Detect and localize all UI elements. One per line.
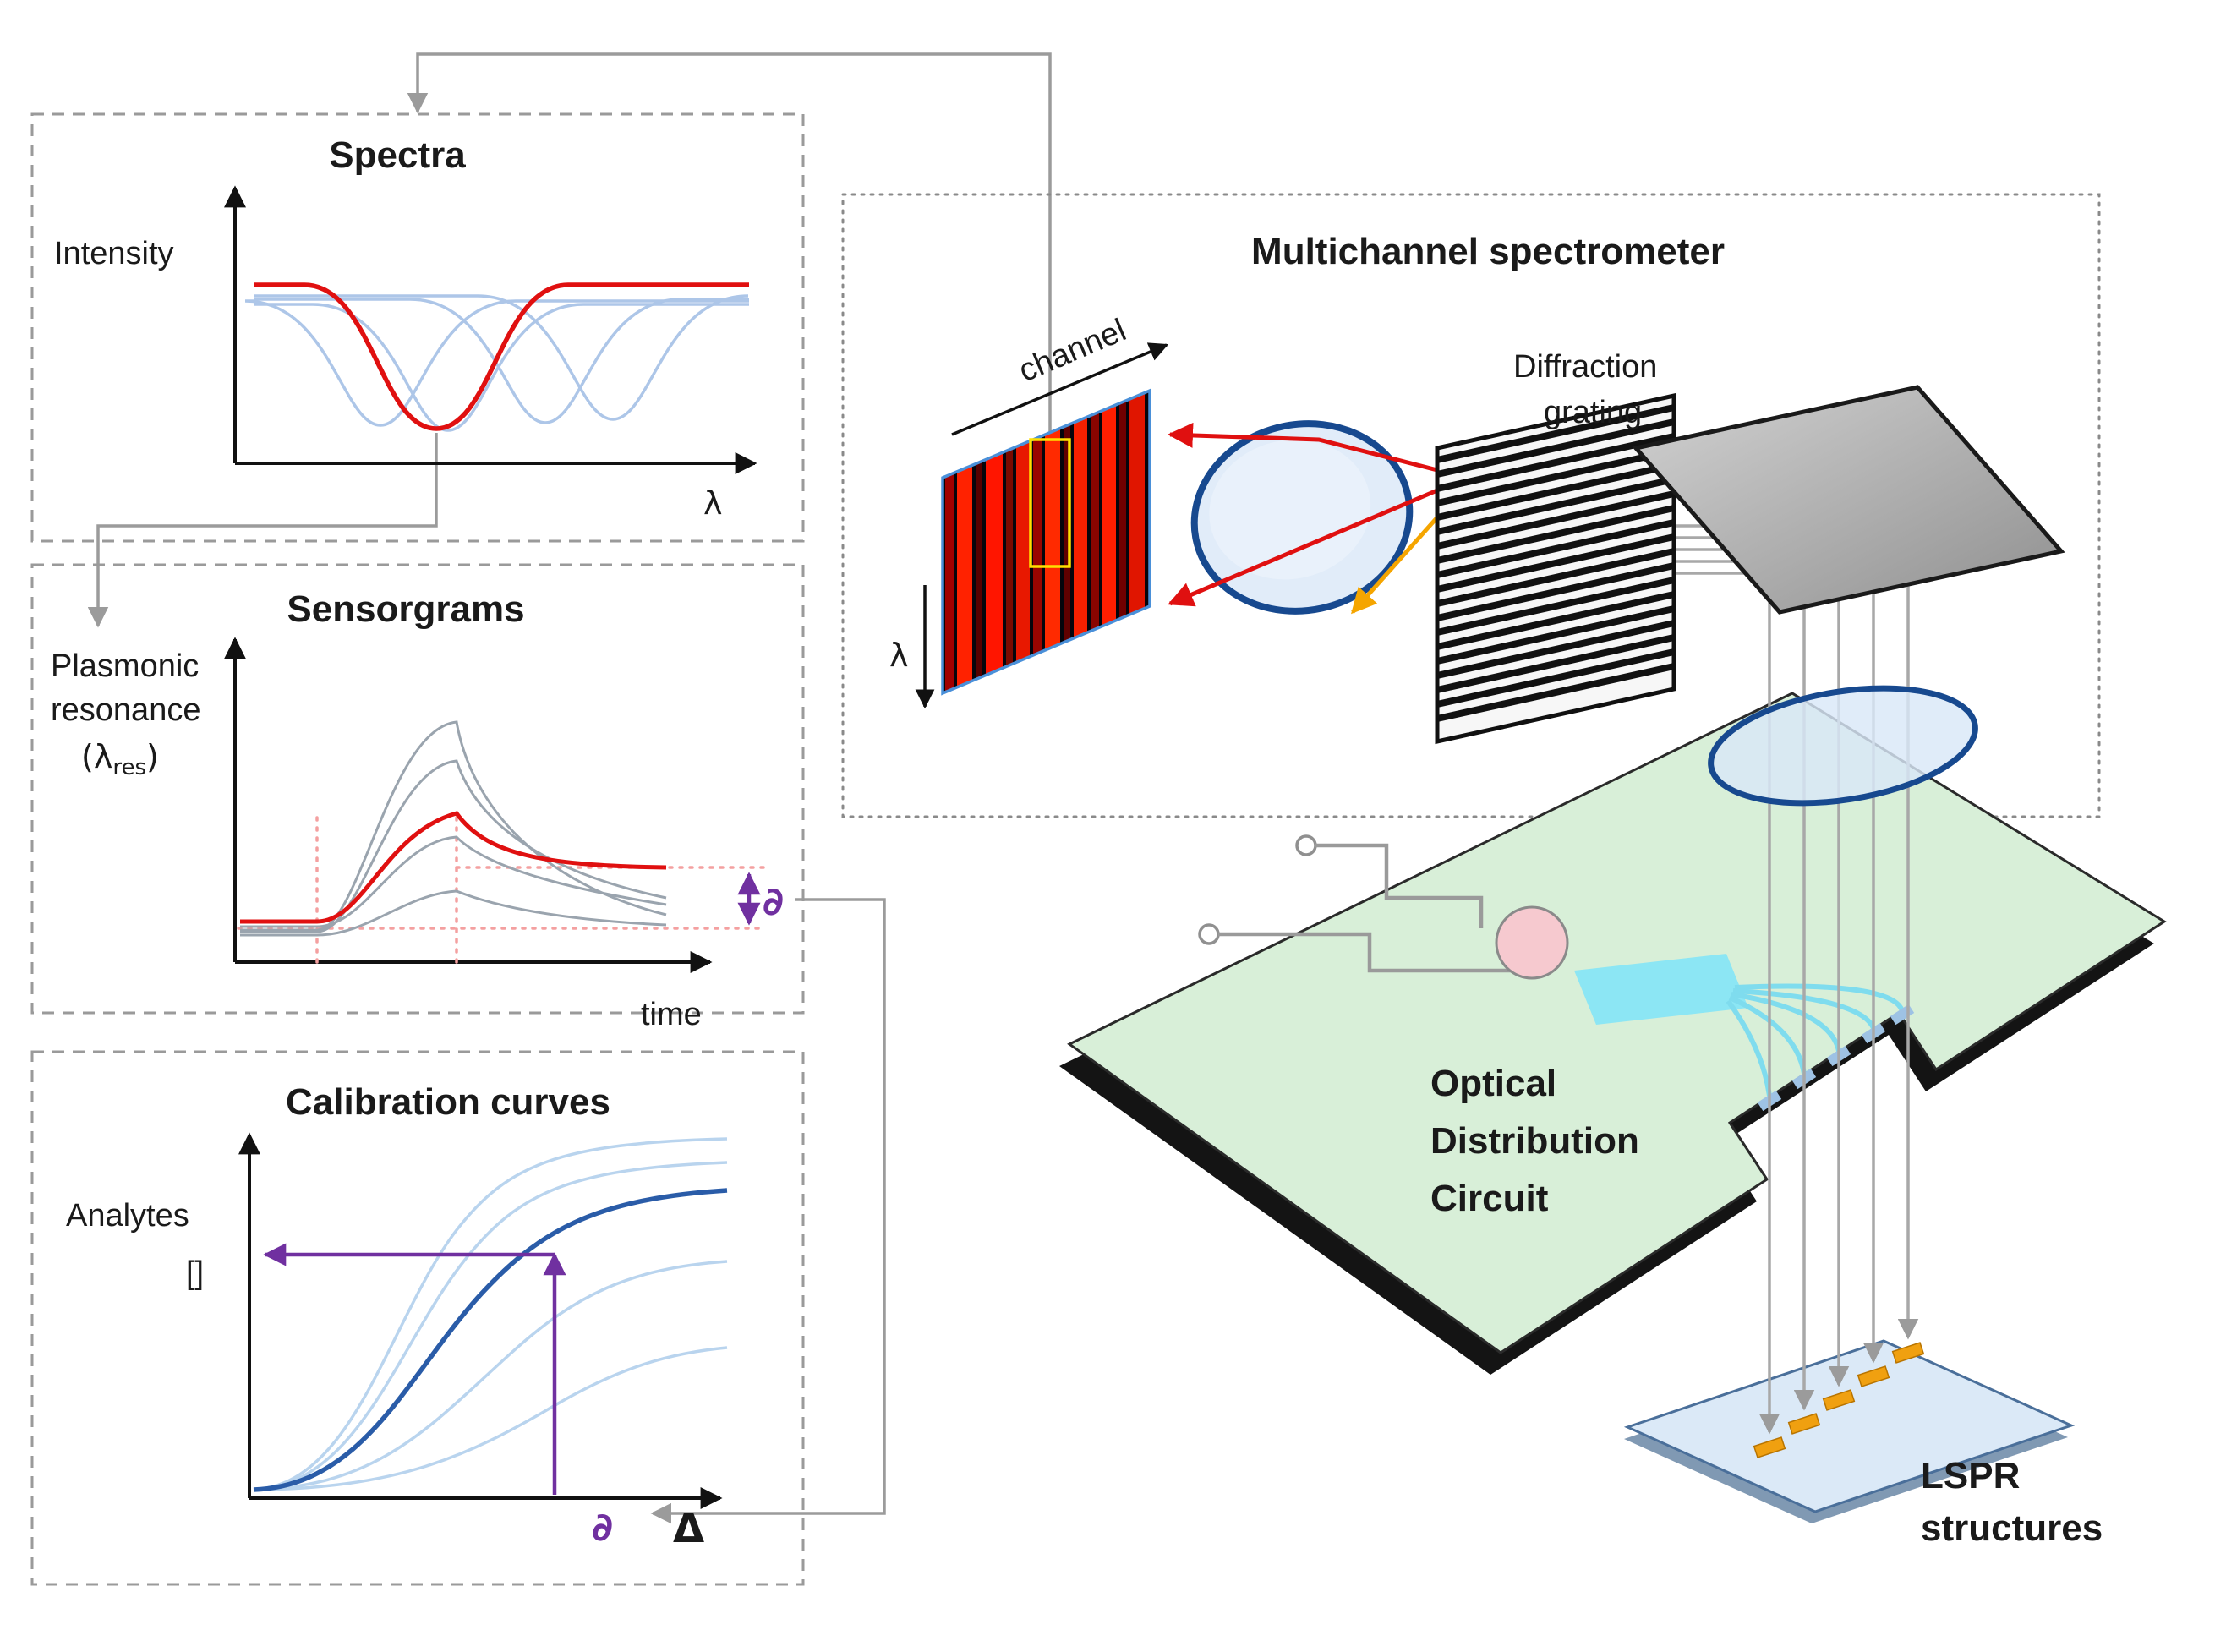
calibration-shift-symbol: ∂ [592, 1504, 613, 1550]
calibration-title: Calibration curves [286, 1081, 610, 1123]
ccd-wavelength-label: λ [889, 637, 909, 674]
lambda-res-sub: res [112, 755, 146, 780]
lambda-res-open: (λ [81, 738, 112, 775]
calibration-panel: Calibration curves Analytes [] ∂ Δ [30, 1050, 805, 1586]
calibration-y-label-2: [] [186, 1255, 204, 1291]
spectra-reference-curves [244, 294, 749, 432]
grating-label-1: Diffraction [1513, 349, 1657, 385]
spectra-panel: Spectra Intensity λ [30, 112, 805, 543]
spectra-y-axis-label: Intensity [54, 236, 174, 271]
sensorgrams-panel: Sensorgrams Plasmonic resonance (λres) t… [30, 563, 805, 1032]
grating-lines [1436, 404, 1675, 722]
lspr-gold-pads [1753, 1342, 1925, 1458]
calibration-main-curve [253, 1188, 728, 1492]
board-trace-1 [1315, 843, 1484, 928]
lens-highlight [1209, 440, 1371, 580]
ccd-channel-roi [1029, 438, 1071, 568]
optical-distribution-board [1059, 692, 2167, 1375]
connector-spectra-to-sensorgrams [87, 433, 438, 628]
connector-spectrometer-to-spectra [407, 52, 1052, 436]
sensorgram-dotted-guides [237, 810, 768, 964]
calibration-y-label-1: Analytes [66, 1198, 189, 1234]
board-port-2 [1198, 923, 1220, 945]
board-label-2: Distribution [1430, 1120, 1639, 1162]
calibration-panel-border [30, 1050, 805, 1586]
waveguide-chip [1574, 954, 1748, 1025]
calibration-reference-curves [253, 1137, 728, 1491]
calibration-x-axis-label: Δ [673, 1505, 704, 1552]
board-label-1: Optical [1430, 1063, 1556, 1104]
spectra-title: Spectra [329, 134, 466, 176]
sensorgrams-y-label-2: resonance [51, 692, 200, 728]
board-label-3: Circuit [1430, 1178, 1549, 1219]
spectra-panel-border [30, 112, 805, 543]
ccd-sensor-image [941, 388, 1151, 696]
channel-axis-label: channel [1014, 313, 1131, 390]
channel-axis-arrow [951, 342, 1169, 436]
beam-orange [1351, 516, 1439, 615]
sensorgrams-y-label-3: (λres) [81, 738, 159, 780]
diffraction-grating [1435, 392, 1676, 745]
lambda-res-close: ) [146, 738, 159, 775]
sensorgram-reference-curves [240, 720, 667, 937]
lspr-label-2: structures [1921, 1507, 2103, 1549]
board-detector-pad [1495, 905, 1569, 980]
connector-sensorgrams-to-calibration [650, 898, 886, 1524]
grating-label-2: grating [1544, 395, 1642, 430]
lspr-chip [1623, 1339, 2076, 1523]
spectrometer-title: Multichannel spectrometer [1251, 231, 1725, 272]
board-surface [1067, 692, 2167, 1354]
spectra-x-axis-label: λ [703, 484, 723, 522]
beam-red-lower [1168, 488, 1438, 607]
sensorgrams-title: Sensorgrams [287, 588, 524, 630]
mirror [1632, 385, 2065, 615]
ccd-border [941, 388, 1151, 696]
lspr-label-1: LSPR [1921, 1455, 2020, 1496]
relay-lens [1708, 685, 1978, 807]
board-port-1 [1295, 834, 1317, 856]
sensorgram-shift-symbol: ∂ [763, 878, 784, 924]
beam-red-upper [1168, 422, 1438, 473]
waveguide-fanout [1726, 983, 1905, 1097]
sensorgram-selected-curve [240, 811, 667, 924]
sensorgrams-x-axis-label: time [641, 997, 702, 1032]
lspr-chip-surface [1623, 1339, 2076, 1513]
focusing-lens [1190, 420, 1414, 615]
sensorgrams-y-label-1: Plasmonic [51, 648, 199, 684]
board-trace-2 [1218, 932, 1522, 973]
sensorgrams-panel-border [30, 563, 805, 1015]
spectra-selected-curve [254, 282, 749, 431]
